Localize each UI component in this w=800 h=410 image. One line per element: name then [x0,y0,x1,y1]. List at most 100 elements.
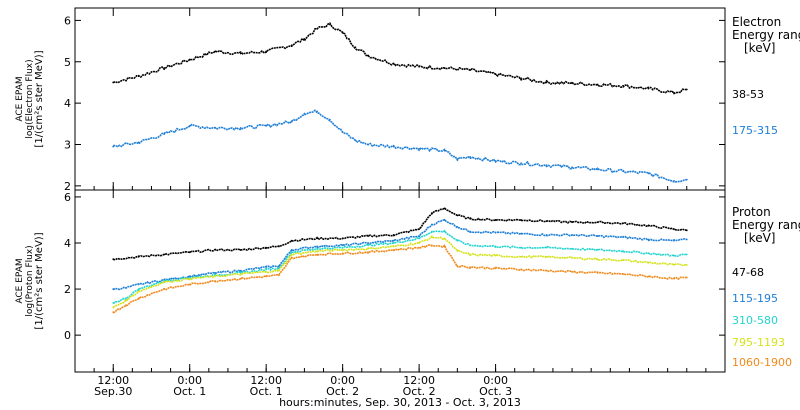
data-point [239,52,242,55]
data-point [443,237,446,240]
data-point [673,277,675,280]
data-point [316,253,319,256]
data-point [685,253,688,256]
data-point [545,81,548,84]
data-point [494,254,497,257]
series-line [113,109,687,183]
data-point [316,110,319,113]
data-point [239,273,242,275]
data-point [112,306,115,309]
data-point [316,250,319,252]
data-point [494,267,497,270]
data-point [469,244,471,247]
data-point [647,224,650,227]
x-tick-date: Oct. 1 [250,385,283,398]
data-point [341,237,344,240]
x-tick-label: 12:00 [403,374,435,387]
data-point [469,217,471,220]
data-point [163,133,166,136]
series-795-1193 [112,235,688,309]
legend-entry-1060-1900: 1060-1900 [732,356,792,369]
data-point [685,229,688,232]
data-point [290,253,293,256]
data-point [456,265,459,267]
legend-entry-175-315: 175-315 [732,124,778,137]
data-point [494,73,497,76]
series-line [112,235,687,309]
data-point [112,258,115,261]
data-point [265,270,268,273]
electron-panel: 2 3 4 5 6 ACE EPAM log(Electron Flux) [1/(cm²s … [15,7,800,193]
data-point [329,118,331,121]
data-point [443,67,446,69]
data-point [545,234,548,236]
data-point [265,266,268,269]
data-point [673,239,675,242]
x-tick-label: 0:00 [483,374,508,387]
data-point [494,245,497,248]
y-tick-label: 2 [64,180,71,193]
series-line [112,244,687,314]
data-point [137,288,140,290]
y-tick-label: 6 [64,14,71,27]
data-point [392,242,395,244]
data-point [278,265,280,267]
data-point [303,112,306,115]
legend-entry-115-195: 115-195 [732,292,778,305]
series-310-580 [112,229,688,305]
data-point [316,245,319,248]
data-point [239,127,242,129]
series-47-68 [112,207,688,261]
data-point [571,270,573,273]
y-axis-label: ACE EPAM [15,76,25,121]
data-point [214,50,217,53]
data-point [494,160,497,162]
series-line [112,229,687,305]
series-line [113,207,687,261]
data-point [188,283,191,286]
data-point [596,258,599,261]
legend-entry-47-68: 47-68 [732,266,764,279]
data-point [163,281,166,284]
data-point [354,46,357,49]
data-point [418,228,421,231]
y-tick-label: 4 [64,97,71,110]
data-point [214,280,217,282]
proton-panel: 0 2 4 6 ACE EPAM log(Proton Flux) [1/(cm²s ste… [15,189,800,373]
data-point [520,162,522,165]
data-point [469,156,471,158]
data-point [430,236,433,239]
data-point [112,301,115,304]
data-point [137,141,140,144]
data-point [265,268,268,271]
data-point [545,269,548,272]
data-point [341,252,344,255]
data-point [239,248,242,251]
data-point [647,261,650,264]
data-point [418,235,421,237]
data-point [125,287,127,289]
data-point [392,234,395,236]
y-tick-label: 3 [64,139,71,152]
y-tick-label: 6 [64,191,71,204]
legend-title: Electron [732,15,781,29]
data-point [430,223,433,226]
data-point [456,239,459,242]
data-point [494,219,497,221]
legend-title: [keV] [744,41,775,55]
data-point [418,65,421,68]
y-tick-label: 2 [64,283,71,296]
legend-title: [keV] [744,231,775,245]
data-point [418,147,421,150]
data-point [571,247,573,250]
data-point [596,235,599,237]
data-point [112,311,115,314]
y-axis-label: ACE EPAM [15,258,25,303]
data-point [316,237,319,240]
data-point [265,124,268,127]
data-point [571,82,573,85]
data-point [188,58,191,61]
legend-title: Energy range [732,218,800,232]
x-tick-date: Oct. 2 [326,385,359,398]
